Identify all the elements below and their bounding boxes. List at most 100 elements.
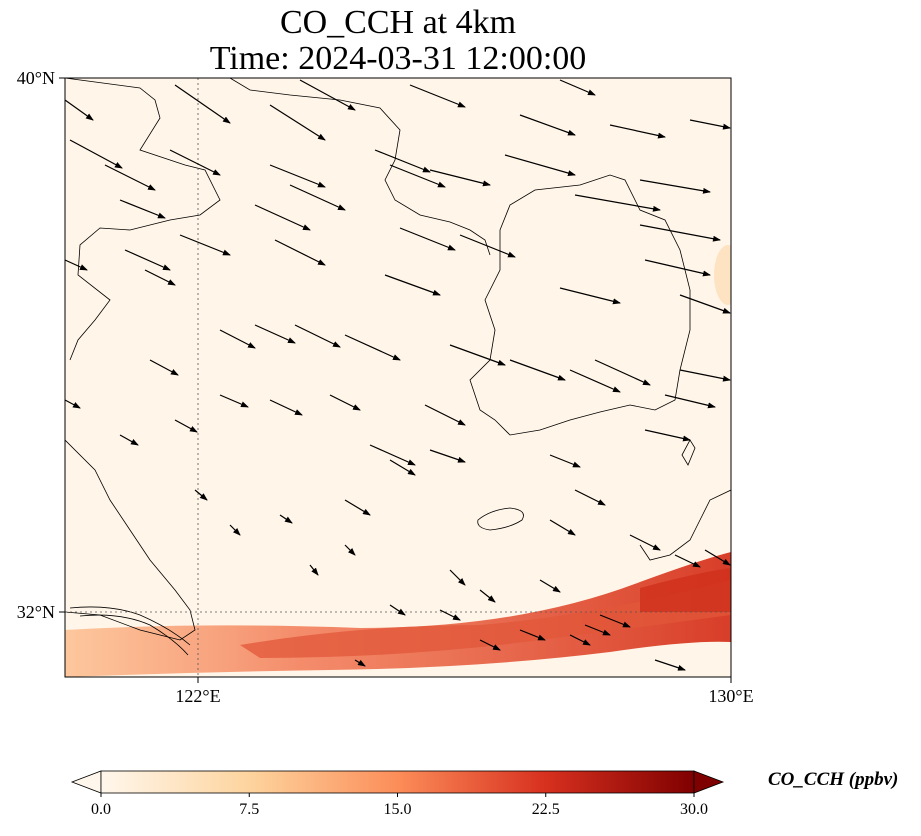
wind-vector-arrow bbox=[254, 204, 311, 231]
colorbar-extend-max bbox=[693, 770, 725, 794]
wind-vector-arrow bbox=[269, 399, 303, 416]
wind-vector-arrow bbox=[569, 634, 591, 646]
wind-vector-arrow bbox=[149, 359, 179, 376]
wind-vector-arrow bbox=[389, 604, 406, 616]
wind-vector-arrow bbox=[344, 544, 356, 556]
wind-vector-arrow bbox=[389, 459, 416, 476]
coastline-jiangsu bbox=[65, 439, 196, 641]
wind-vector-arrow bbox=[279, 514, 293, 524]
wind-vector-arrow bbox=[144, 269, 176, 286]
wind-vector-arrow bbox=[644, 429, 691, 442]
wind-vector-arrow bbox=[509, 359, 566, 381]
wind-vector-arrow bbox=[679, 369, 731, 382]
colorbar-tick-label: 30.0 bbox=[680, 801, 708, 818]
wind-vector-arrow bbox=[504, 154, 576, 176]
wind-vector-arrow bbox=[704, 549, 731, 566]
wind-vector-arrow bbox=[519, 629, 546, 641]
wind-vector-arrow bbox=[399, 227, 456, 251]
colorbar-tick-label: 0.0 bbox=[91, 801, 111, 818]
wind-vector-arrow bbox=[459, 234, 516, 258]
lat-label-32n: 32°N bbox=[17, 602, 55, 622]
coastline-korea-west bbox=[469, 174, 691, 436]
lat-label-40n: 40°N bbox=[17, 68, 55, 88]
wind-vector-arrow bbox=[569, 369, 621, 393]
wind-vector-arrow bbox=[104, 164, 156, 191]
colorbar-gradient bbox=[100, 770, 695, 794]
wind-vector-arrow bbox=[679, 294, 731, 314]
wind-vector-arrow bbox=[584, 624, 611, 636]
wind-vector-arrow bbox=[269, 104, 326, 141]
concentration-patch bbox=[714, 245, 731, 305]
wind-vector-arrow bbox=[329, 394, 361, 411]
wind-vector-arrow bbox=[65, 259, 88, 271]
wind-vector-arrow bbox=[119, 199, 166, 219]
wind-vector-arrow bbox=[519, 114, 576, 136]
wind-vectors bbox=[65, 79, 731, 671]
lon-label-122e: 122°E bbox=[175, 686, 220, 706]
wind-vector-arrow bbox=[449, 344, 506, 366]
co-plume-hotspot bbox=[640, 568, 731, 612]
wind-vector-arrow bbox=[609, 124, 666, 139]
wind-vector-arrow bbox=[289, 184, 346, 211]
wind-vector-arrow bbox=[389, 164, 446, 188]
co-plume-core bbox=[240, 580, 731, 658]
coastline-shandong bbox=[65, 78, 221, 361]
wind-vector-arrow bbox=[294, 324, 341, 348]
wind-vector-arrow bbox=[574, 489, 606, 506]
wind-vector-arrow bbox=[269, 164, 326, 188]
wind-vector-arrow bbox=[644, 259, 711, 277]
wind-vector-arrow bbox=[344, 334, 401, 361]
jeju-island bbox=[477, 507, 524, 531]
wind-vector-arrow bbox=[344, 499, 371, 516]
kyushu-coast bbox=[639, 489, 731, 561]
wind-vector-arrow bbox=[219, 394, 249, 408]
coastline-liaodong bbox=[229, 78, 491, 256]
wind-vector-arrow bbox=[449, 569, 466, 586]
wind-vector-arrow bbox=[689, 119, 731, 130]
wind-vector-arrow bbox=[409, 84, 466, 108]
wind-vector-arrow bbox=[674, 554, 701, 568]
wind-vector-arrow bbox=[549, 454, 581, 468]
wind-vector-arrow bbox=[479, 589, 496, 603]
wind-vector-arrow bbox=[479, 639, 501, 651]
wind-vector-arrow bbox=[374, 149, 431, 173]
wind-vector-arrow bbox=[549, 519, 576, 536]
colorbar-extend-min bbox=[70, 770, 102, 794]
wind-vector-arrow bbox=[439, 609, 461, 621]
wind-vector-arrow bbox=[65, 399, 81, 409]
wind-vector-arrow bbox=[629, 534, 661, 551]
wind-vector-arrow bbox=[174, 419, 198, 433]
wind-vector-arrow bbox=[539, 579, 561, 593]
wind-vector-arrow bbox=[429, 169, 491, 187]
wind-vector-arrow bbox=[559, 79, 596, 96]
map-background bbox=[65, 78, 731, 677]
wind-vector-arrow bbox=[229, 524, 241, 536]
wind-vector-arrow bbox=[429, 449, 466, 463]
wind-vector-arrow bbox=[639, 179, 711, 194]
map-timestamp: Time: 2024-03-31 12:00:00 bbox=[209, 40, 587, 77]
wind-vector-arrow bbox=[574, 194, 661, 212]
wind-vector-arrow bbox=[274, 239, 326, 266]
wind-vector-arrow bbox=[65, 99, 94, 121]
wind-vector-arrow bbox=[119, 434, 139, 446]
wind-vector-arrow bbox=[179, 234, 231, 256]
wind-vector-arrow bbox=[254, 324, 296, 344]
colorbar: 0.0 7.5 15.0 22.5 30.0 bbox=[70, 770, 725, 818]
colorbar-label: CO_CCH (ppbv) bbox=[768, 769, 899, 790]
coastlines bbox=[65, 78, 731, 656]
co-plume-band bbox=[65, 552, 731, 677]
colorbar-tick-label: 7.5 bbox=[239, 801, 259, 818]
wind-vector-arrow bbox=[174, 84, 231, 124]
wind-vector-arrow bbox=[599, 614, 631, 628]
wind-vector-arrow bbox=[354, 659, 366, 667]
wind-vector-arrow bbox=[594, 359, 651, 386]
wind-vector-arrow bbox=[369, 444, 416, 466]
lon-label-130e: 130°E bbox=[708, 686, 753, 706]
tsushima-island bbox=[681, 439, 696, 466]
wind-vector-arrow bbox=[639, 224, 721, 242]
wind-vector-arrow bbox=[309, 564, 319, 576]
wind-vector-arrow bbox=[169, 149, 221, 176]
colorbar-tick-label: 22.5 bbox=[532, 801, 560, 818]
concentration-field bbox=[65, 78, 731, 677]
